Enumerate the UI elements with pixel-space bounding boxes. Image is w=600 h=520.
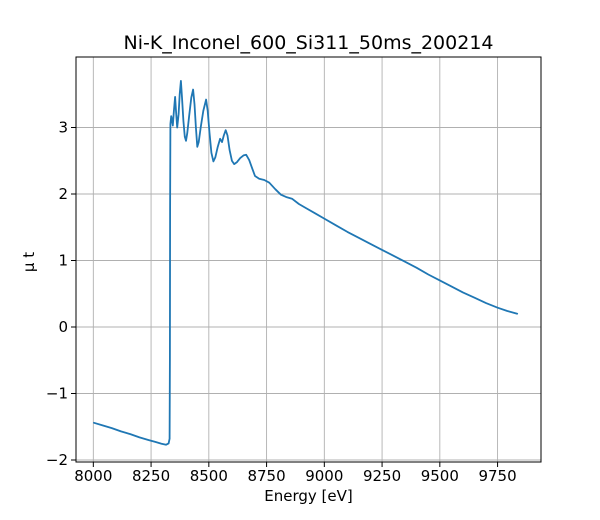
y-tick-label: 2 xyxy=(58,185,68,203)
x-tick-label: 9500 xyxy=(421,467,459,485)
y-tick-label: 1 xyxy=(58,251,68,269)
y-tick-label: −2 xyxy=(46,451,68,469)
x-tick-label: 8250 xyxy=(132,467,170,485)
data-line-series xyxy=(93,80,519,446)
x-tick-label: 8000 xyxy=(74,467,112,485)
tick-labels: 8000 8250 8500 8750 9000 9250 9500 9750 −2 −1 0 1 2 3 xyxy=(46,118,517,485)
y-tick-label: −1 xyxy=(46,385,68,403)
y-axis-label: μ t xyxy=(20,251,38,273)
x-tick-label: 8750 xyxy=(247,467,285,485)
axis-ticks xyxy=(71,126,499,467)
x-tick-label: 9750 xyxy=(478,467,516,485)
y-tick-label: 3 xyxy=(58,118,68,136)
x-axis-label: Energy [eV] xyxy=(264,487,353,505)
gridlines xyxy=(76,57,541,462)
plot-border xyxy=(75,56,542,463)
chart-title: Ni-K_Inconel_600_Si311_50ms_200214 xyxy=(123,32,494,54)
y-tick-label: 0 xyxy=(58,318,68,336)
x-tick-label: 9250 xyxy=(363,467,401,485)
x-tick-label: 8500 xyxy=(190,467,228,485)
x-tick-label: 9000 xyxy=(305,467,343,485)
